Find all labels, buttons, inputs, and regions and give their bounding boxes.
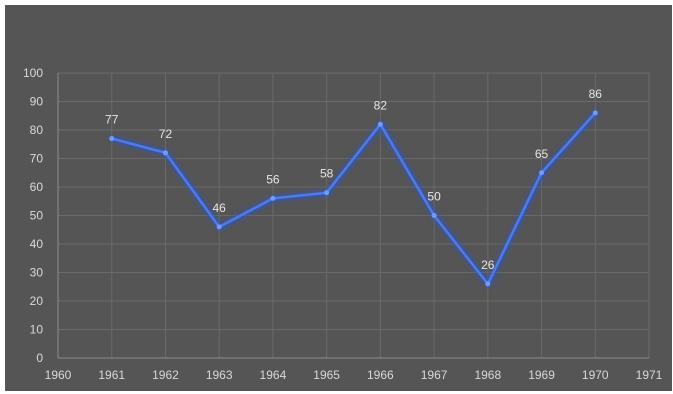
y-tick-label: 90 xyxy=(30,95,44,109)
data-label: 86 xyxy=(589,87,603,101)
data-point xyxy=(485,281,491,287)
y-tick-label: 100 xyxy=(23,66,43,80)
y-tick-label: 70 xyxy=(30,152,44,166)
data-label: 46 xyxy=(213,201,227,215)
data-label: 50 xyxy=(427,190,441,204)
x-tick-label: 1962 xyxy=(152,368,179,382)
x-tick-label: 1968 xyxy=(474,368,501,382)
data-point xyxy=(377,121,383,127)
data-point xyxy=(539,170,545,176)
y-tick-label: 0 xyxy=(36,351,43,365)
y-axis-tick-labels: 0 10 20 30 40 50 60 70 80 90 100 xyxy=(23,66,43,365)
x-tick-label: 1970 xyxy=(582,368,609,382)
y-tick-label: 80 xyxy=(30,123,44,137)
x-tick-label: 1964 xyxy=(260,368,287,382)
y-tick-label: 50 xyxy=(30,209,44,223)
data-label: 82 xyxy=(374,98,388,112)
data-label: 56 xyxy=(266,172,280,186)
y-tick-label: 40 xyxy=(30,237,44,251)
gridlines xyxy=(58,72,650,358)
x-tick-label: 1967 xyxy=(421,368,448,382)
x-tick-label: 1971 xyxy=(636,368,663,382)
x-tick-label: 1965 xyxy=(313,368,340,382)
x-tick-label: 1960 xyxy=(45,368,72,382)
data-point xyxy=(109,136,115,142)
chart-area: 0 10 20 30 40 50 60 70 80 90 100 1960 1961 1962 1963 1… xyxy=(5,5,672,391)
data-point xyxy=(270,195,276,201)
y-tick-label: 10 xyxy=(30,323,44,337)
data-label: 65 xyxy=(535,147,549,161)
y-tick-label: 20 xyxy=(30,294,44,308)
x-tick-label: 1969 xyxy=(528,368,555,382)
data-markers xyxy=(109,110,598,287)
data-labels: 77 72 46 56 58 82 50 26 65 86 xyxy=(105,87,602,272)
data-point xyxy=(431,213,437,218)
data-label: 26 xyxy=(481,258,495,272)
x-tick-label: 1961 xyxy=(98,368,125,382)
data-label: 58 xyxy=(320,167,334,181)
series-line xyxy=(110,111,597,286)
series-line-glow xyxy=(108,109,599,287)
data-point xyxy=(162,150,168,156)
x-tick-label: 1966 xyxy=(367,368,394,382)
series xyxy=(108,109,599,287)
y-tick-label: 60 xyxy=(30,180,44,194)
x-tick-label: 1963 xyxy=(206,368,233,382)
x-axis-tick-labels: 1960 1961 1962 1963 1964 1965 1966 1967 1968 1969… xyxy=(45,368,663,382)
axes xyxy=(57,73,649,359)
data-label: 72 xyxy=(159,127,173,141)
data-label: 77 xyxy=(105,113,119,127)
data-point xyxy=(324,190,330,196)
y-tick-label: 30 xyxy=(30,266,44,280)
data-point xyxy=(216,224,222,230)
data-point xyxy=(592,110,598,116)
